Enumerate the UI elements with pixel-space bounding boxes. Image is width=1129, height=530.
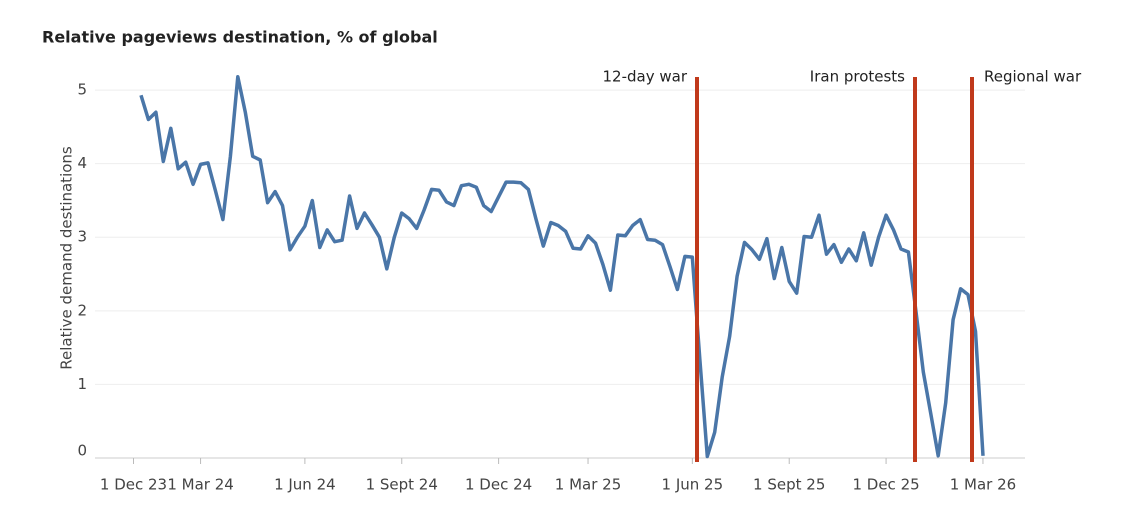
x-tick-label: 1 Mar 24	[167, 476, 233, 494]
x-tick-label: 1 Jun 25	[662, 476, 724, 494]
y-tick-label: 1	[77, 375, 87, 393]
event-label: Iran protests	[810, 68, 905, 86]
y-tick-label: 5	[77, 81, 87, 99]
data-line	[139, 75, 985, 459]
x-tick-label: 1 Mar 25	[555, 476, 621, 494]
y-tick-label: 0	[77, 442, 87, 460]
x-tick-label: 1 Sept 24	[366, 476, 438, 494]
y-tick-label: 2	[77, 301, 87, 319]
x-tick-label: 1 Sept 25	[753, 476, 825, 494]
x-tick-label: 1 Dec 25	[852, 476, 919, 494]
event-label: Regional war	[984, 68, 1082, 86]
y-tick-label: 3	[77, 228, 87, 246]
event-label: 12-day war	[603, 68, 688, 86]
chart-title: Relative pageviews destination, % of glo…	[42, 28, 438, 47]
x-tick-label: 1 Mar 26	[950, 476, 1016, 494]
x-tick-label: 1 Jun 24	[274, 476, 336, 494]
y-axis-label: Relative demand destinations	[58, 146, 76, 370]
y-tick-label: 4	[77, 154, 87, 172]
x-tick-label: 1 Dec 24	[465, 476, 532, 494]
x-tick-label: 1 Dec 23	[100, 476, 167, 494]
